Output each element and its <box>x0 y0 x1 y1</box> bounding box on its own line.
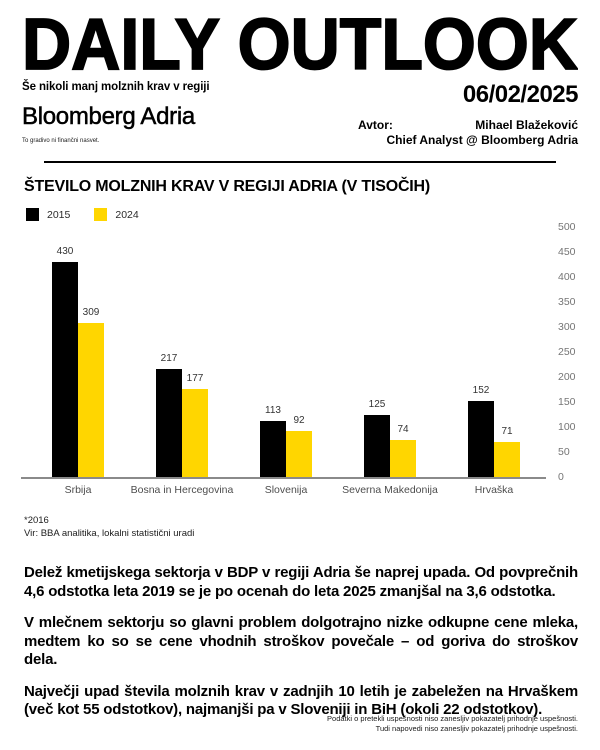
bar-value-2024-Hrvaška: 71 <box>501 425 513 437</box>
y-tick-50: 50 <box>558 445 570 458</box>
bar-2015-Bosna in Hercegovina <box>156 368 182 477</box>
y-tick-100: 100 <box>558 420 576 433</box>
bar-value-2024-Srbija: 309 <box>82 306 100 318</box>
chart-title: ŠTEVILO MOLZNIH KRAV V REGIJI ADRIA (V T… <box>24 178 431 195</box>
bar-value-2015-Bosna in Hercegovina: 217 <box>160 352 178 364</box>
y-tick-450: 450 <box>558 245 576 258</box>
author-label: Avtor: <box>358 118 393 132</box>
bar-2024-Srbija <box>78 322 104 477</box>
footnote-year: *2016 <box>24 515 49 526</box>
bar-2024-Slovenija <box>286 431 312 477</box>
y-tick-0: 0 <box>558 470 564 483</box>
category-label-Bosna in Hercegovina: Bosna in Hercegovina <box>130 484 234 496</box>
category-label-Hrvaška: Hrvaška <box>474 484 514 496</box>
page-title: DAILY OUTLOOK <box>22 14 578 76</box>
issue-subtitle: Še nikoli manj molznih krav v regiji <box>22 81 210 93</box>
chart-footnote: *2016 Vir: BBA analitika, lokalni statis… <box>0 513 600 540</box>
y-tick-200: 200 <box>558 370 576 383</box>
bar-2024-Hrvaška <box>494 441 520 477</box>
source-line: Vir: BBA analitika, lokalni statistični … <box>24 527 195 539</box>
header-left-column: Še nikoli manj molznih krav v regiji Blo… <box>22 81 272 144</box>
header: DAILY OUTLOOK Še nikoli manj molznih kra… <box>0 0 600 163</box>
header-divider <box>44 161 556 163</box>
chart-legend: 2015 2024 <box>0 196 600 221</box>
bar-value-2024-Severna Makedonija: 74 <box>397 424 409 435</box>
brand-wordmark: Bloomberg Adria <box>22 102 196 130</box>
brand-disclaimer-note: To gradivo ni finančni nasvet. <box>22 137 100 144</box>
paragraph-decline: Največji upad števila molznih krav v zad… <box>24 682 578 719</box>
category-label-Severna Makedonija: Severna Makedonija <box>342 484 438 496</box>
bar-2024-Bosna in Hercegovina <box>182 388 208 477</box>
legend-swatch-2024 <box>94 208 108 221</box>
y-tick-150: 150 <box>558 395 576 408</box>
bar-value-2015-Srbija: 430 <box>56 246 74 257</box>
bar-value-2024-Slovenija: 92 <box>293 415 305 426</box>
x-axis-line <box>21 477 546 479</box>
bar-value-2024-Bosna in Hercegovina: 177 <box>186 372 204 384</box>
bar-2024-Severna Makedonija <box>390 440 416 477</box>
legend-label-2015: 2015 <box>47 208 71 221</box>
legend-item-2015: 2015 <box>26 208 70 221</box>
bar-2015-Srbija <box>52 262 78 477</box>
author-block: Avtor: Mihael Blažeković Chief Analyst @… <box>358 118 578 148</box>
masthead-title-graphic: DAILY OUTLOOK <box>22 14 578 76</box>
y-tick-250: 250 <box>558 345 576 358</box>
bar-2015-Slovenija <box>260 420 286 477</box>
author-title: Chief Analyst @ Bloomberg Adria <box>386 133 578 147</box>
y-tick-400: 400 <box>558 270 576 283</box>
footer-line-1: Podatki o pretekli uspešnosti niso zanes… <box>327 714 578 723</box>
author-name: Mihael Blažeković <box>475 118 578 132</box>
bar-chart-canvas: 0 50 100 150 200 250 300 350 400 450 500 430 309 Srbi… <box>0 221 600 513</box>
chart-section: ŠTEVILO MOLZNIH KRAV V REGIJI ADRIA (V T… <box>0 163 600 540</box>
footer-disclaimer: Podatki o pretekli uspešnosti niso zanes… <box>327 714 578 734</box>
y-tick-300: 300 <box>558 320 576 333</box>
legend-item-2024: 2024 <box>94 208 139 221</box>
y-tick-350: 350 <box>558 295 576 308</box>
bar-2015-Hrvaška <box>468 401 494 477</box>
bar-value-2015-Slovenija: 113 <box>265 404 281 416</box>
bar-value-2015-Severna Makedonija: 125 <box>368 398 386 410</box>
legend-label-2024: 2024 <box>115 208 139 221</box>
header-right-column: 06/02/2025 Avtor: Mihael Blažeković Chie… <box>358 81 579 148</box>
category-label-Srbija: Srbija <box>64 484 92 496</box>
article-body: Delež kmetijskega sektorja v BDP v regij… <box>0 540 600 720</box>
bar-2015-Severna Makedonija <box>364 414 390 477</box>
issue-date: 06/02/2025 <box>462 81 579 108</box>
legend-swatch-2015 <box>26 208 39 221</box>
category-label-Slovenija: Slovenija <box>264 484 308 496</box>
paragraph-gdp-share: Delež kmetijskega sektorja v BDP v regij… <box>24 564 578 600</box>
author-row: Avtor: Mihael Blažeković <box>358 118 578 133</box>
footer-line-2: Tudi napovedi niso zanesljiv pokazatelj … <box>375 724 578 733</box>
y-tick-500: 500 <box>558 220 576 233</box>
bar-value-2015-Hrvaška: 152 <box>472 385 490 396</box>
paragraph-milk-sector: V mlečnem sektorju so glavni problem dol… <box>24 614 578 668</box>
header-row: Še nikoli manj molznih krav v regiji Blo… <box>22 81 579 148</box>
